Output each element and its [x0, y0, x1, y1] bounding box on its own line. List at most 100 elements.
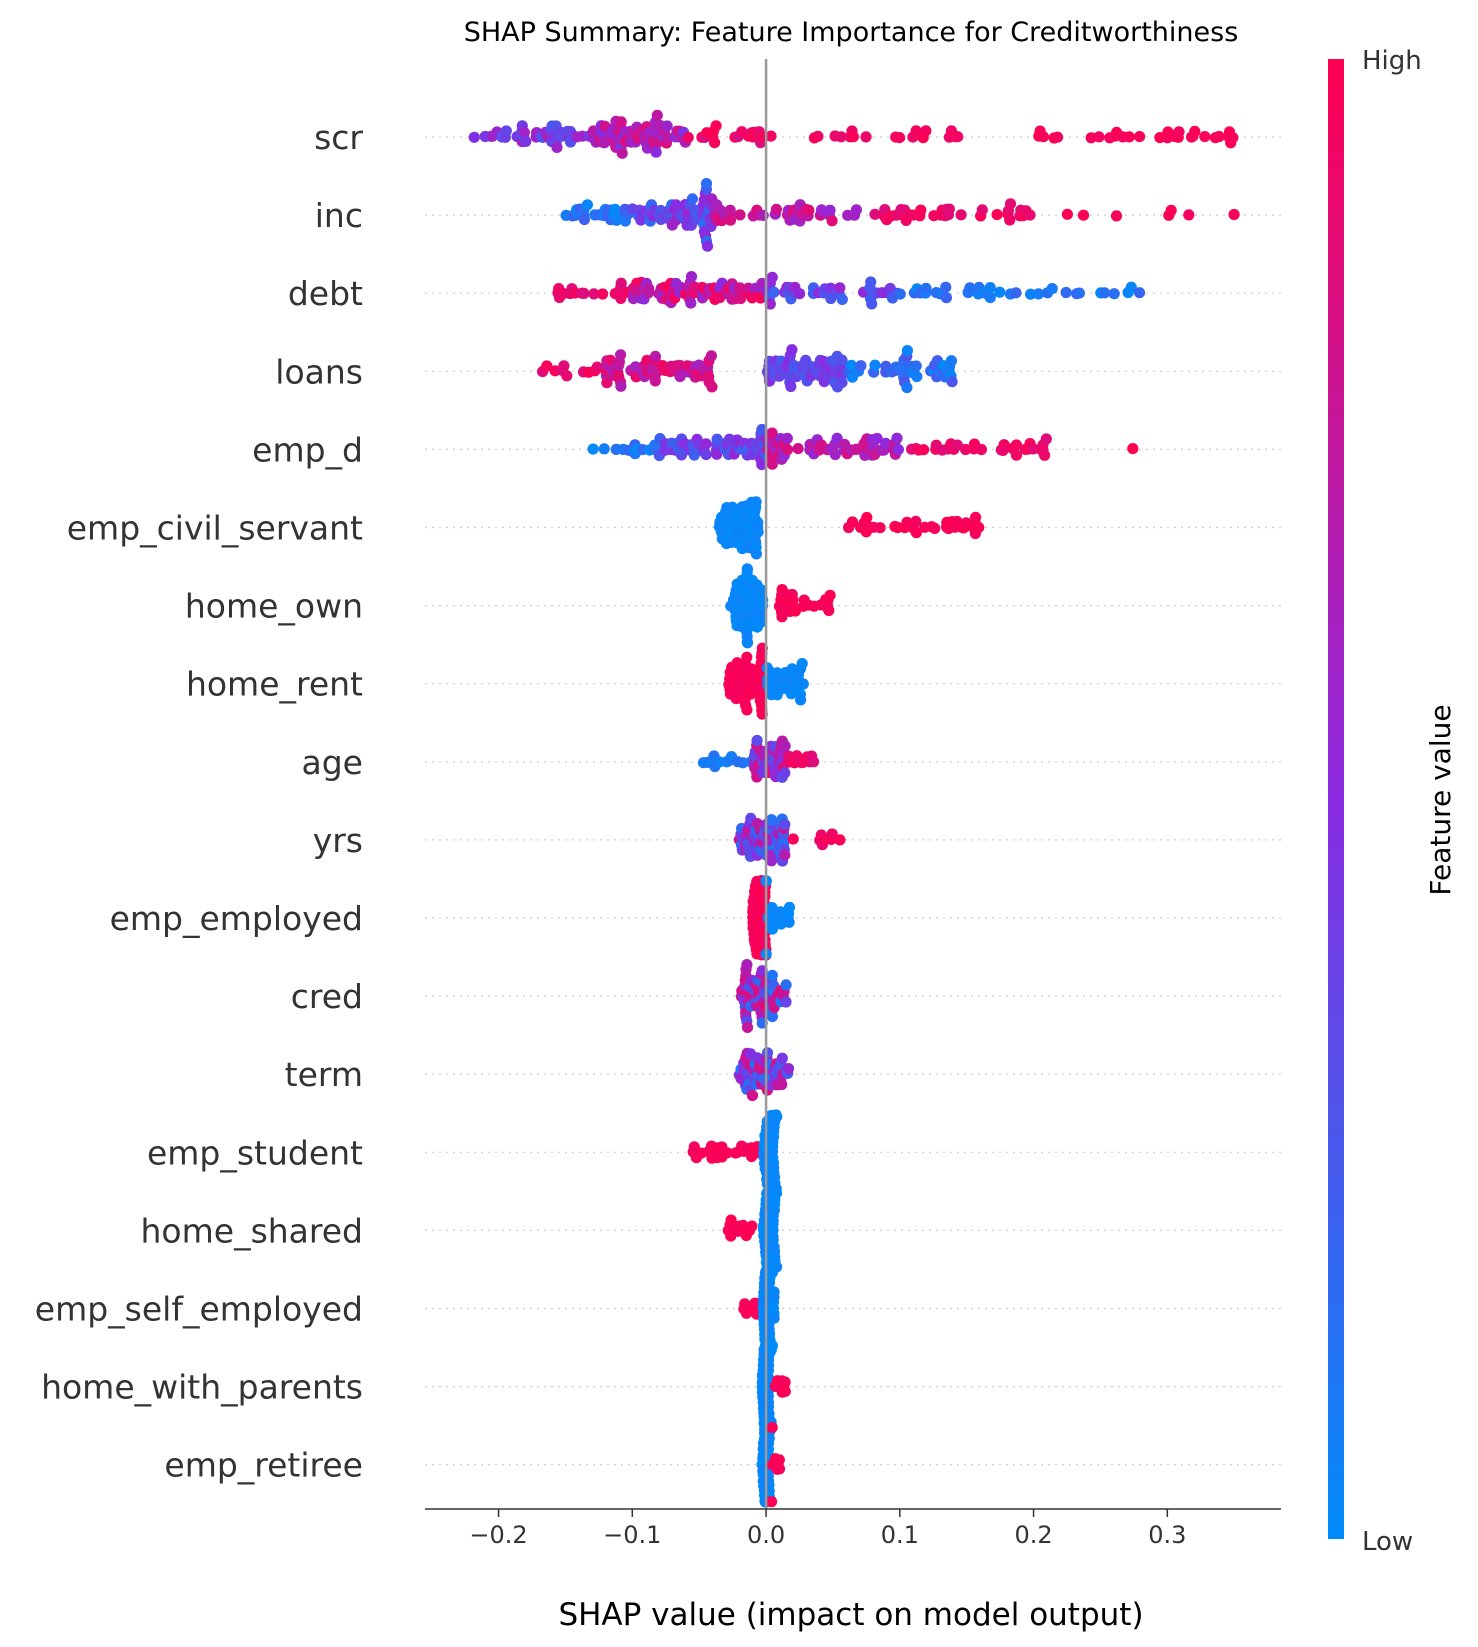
- shap-dot: [541, 360, 553, 372]
- shap-dot: [771, 1111, 783, 1123]
- shap-dot: [598, 443, 610, 455]
- shap-dot: [826, 215, 838, 227]
- shap-dot: [768, 1312, 780, 1324]
- shap-dot: [724, 214, 737, 226]
- shap-dot: [1134, 131, 1146, 143]
- shap-dot: [764, 298, 776, 310]
- shap-dot: [915, 204, 927, 216]
- shap-dot: [829, 448, 841, 461]
- shap-dot: [766, 458, 778, 470]
- shap-dot: [468, 131, 480, 143]
- shap-dot: [551, 141, 563, 153]
- shap-dot: [786, 344, 798, 356]
- shap-dot: [615, 116, 627, 128]
- shap-dot: [1004, 198, 1017, 210]
- shap-dot: [874, 522, 886, 534]
- shap-dot: [578, 213, 591, 226]
- shap-dot: [561, 370, 573, 382]
- x-tick-label: 0.1: [881, 1521, 919, 1549]
- x-axis: −0.2 −0.1 0.0 0.1 0.2 0.3: [425, 1508, 1281, 1549]
- shap-dot: [734, 209, 746, 221]
- shap-dot: [1040, 433, 1052, 445]
- feature-label: cred: [291, 977, 363, 1016]
- shap-dot: [700, 178, 713, 190]
- feature-label: emp_retiree: [164, 1446, 363, 1485]
- shap-dot: [755, 616, 768, 628]
- shap-dot: [792, 443, 804, 455]
- shap-dot: [1165, 204, 1177, 216]
- shap-dot: [920, 282, 932, 294]
- shap-dot: [910, 360, 922, 372]
- shap-dot: [779, 818, 791, 831]
- shap-dot: [756, 459, 768, 471]
- shap-dot: [741, 651, 753, 663]
- shap-dot: [649, 375, 661, 387]
- shap-dot: [1061, 208, 1073, 220]
- shap-dot: [1010, 449, 1023, 461]
- shap-dot: [880, 437, 892, 449]
- shap-dot: [836, 376, 848, 388]
- shap-dot: [750, 496, 762, 508]
- shap-dot: [752, 526, 764, 538]
- feature-label: home_rent: [186, 665, 363, 704]
- shap-dot: [755, 584, 768, 596]
- shap-dots: [468, 109, 1240, 1508]
- shap-dot: [1037, 131, 1049, 143]
- shap-dot: [994, 286, 1006, 298]
- shap-dot: [964, 282, 976, 294]
- feature-label: emp_d: [252, 430, 363, 469]
- shap-dot: [826, 828, 838, 840]
- shap-dot: [588, 288, 600, 300]
- shap-dot: [779, 740, 791, 752]
- shap-dot: [781, 432, 793, 444]
- shap-dot: [597, 288, 609, 300]
- feature-label: scr: [314, 118, 363, 157]
- shap-dot: [615, 277, 627, 289]
- shap-dot: [685, 271, 698, 283]
- shap-dot: [861, 511, 873, 524]
- shap-dot: [765, 855, 778, 867]
- x-tick-label: 0.0: [747, 1521, 785, 1549]
- shap-dot: [1039, 449, 1051, 461]
- shap-dot: [823, 604, 835, 617]
- shap-dot: [794, 288, 806, 300]
- shap-dot: [1046, 283, 1058, 295]
- shap-dot: [768, 1286, 780, 1298]
- x-axis-label: SHAP value (impact on model output): [558, 1597, 1143, 1633]
- shap-dot: [960, 443, 972, 456]
- shap-dot: [866, 298, 878, 310]
- feature-label: yrs: [313, 821, 363, 860]
- shap-dot: [615, 349, 627, 361]
- shap-dot: [776, 1078, 788, 1091]
- shap-dot: [751, 734, 763, 747]
- shap-dot: [709, 137, 721, 149]
- shap-dot: [741, 637, 754, 649]
- chart-title: SHAP Summary: Feature Importance for Cre…: [464, 17, 1239, 48]
- shap-dot: [1213, 130, 1225, 143]
- shap-dot: [940, 292, 953, 304]
- shap-dot: [812, 130, 824, 142]
- shap-dot: [1110, 210, 1123, 222]
- shap-dot: [894, 288, 906, 300]
- shap-dot: [643, 283, 655, 295]
- shap-dot: [824, 204, 836, 216]
- shap-dot: [761, 1047, 774, 1059]
- shap-dot: [773, 1463, 786, 1475]
- shap-dot: [1093, 131, 1105, 143]
- shap-dot: [860, 131, 872, 143]
- shap-dot: [700, 438, 712, 450]
- shap-dot: [520, 135, 532, 147]
- shap-dot: [943, 203, 955, 215]
- shap-dot: [824, 589, 836, 601]
- shap-dot: [797, 678, 809, 690]
- shap-dot: [705, 350, 718, 362]
- shap-dot: [779, 1385, 791, 1397]
- shap-dot: [891, 432, 903, 444]
- shap-dot: [685, 297, 697, 309]
- x-tick-label: −0.1: [603, 1521, 661, 1549]
- shap-dot: [776, 1052, 788, 1064]
- shap-dot: [770, 203, 783, 215]
- shap-dot: [766, 427, 778, 439]
- feature-label: home_own: [185, 587, 363, 626]
- shap-dot: [752, 516, 764, 529]
